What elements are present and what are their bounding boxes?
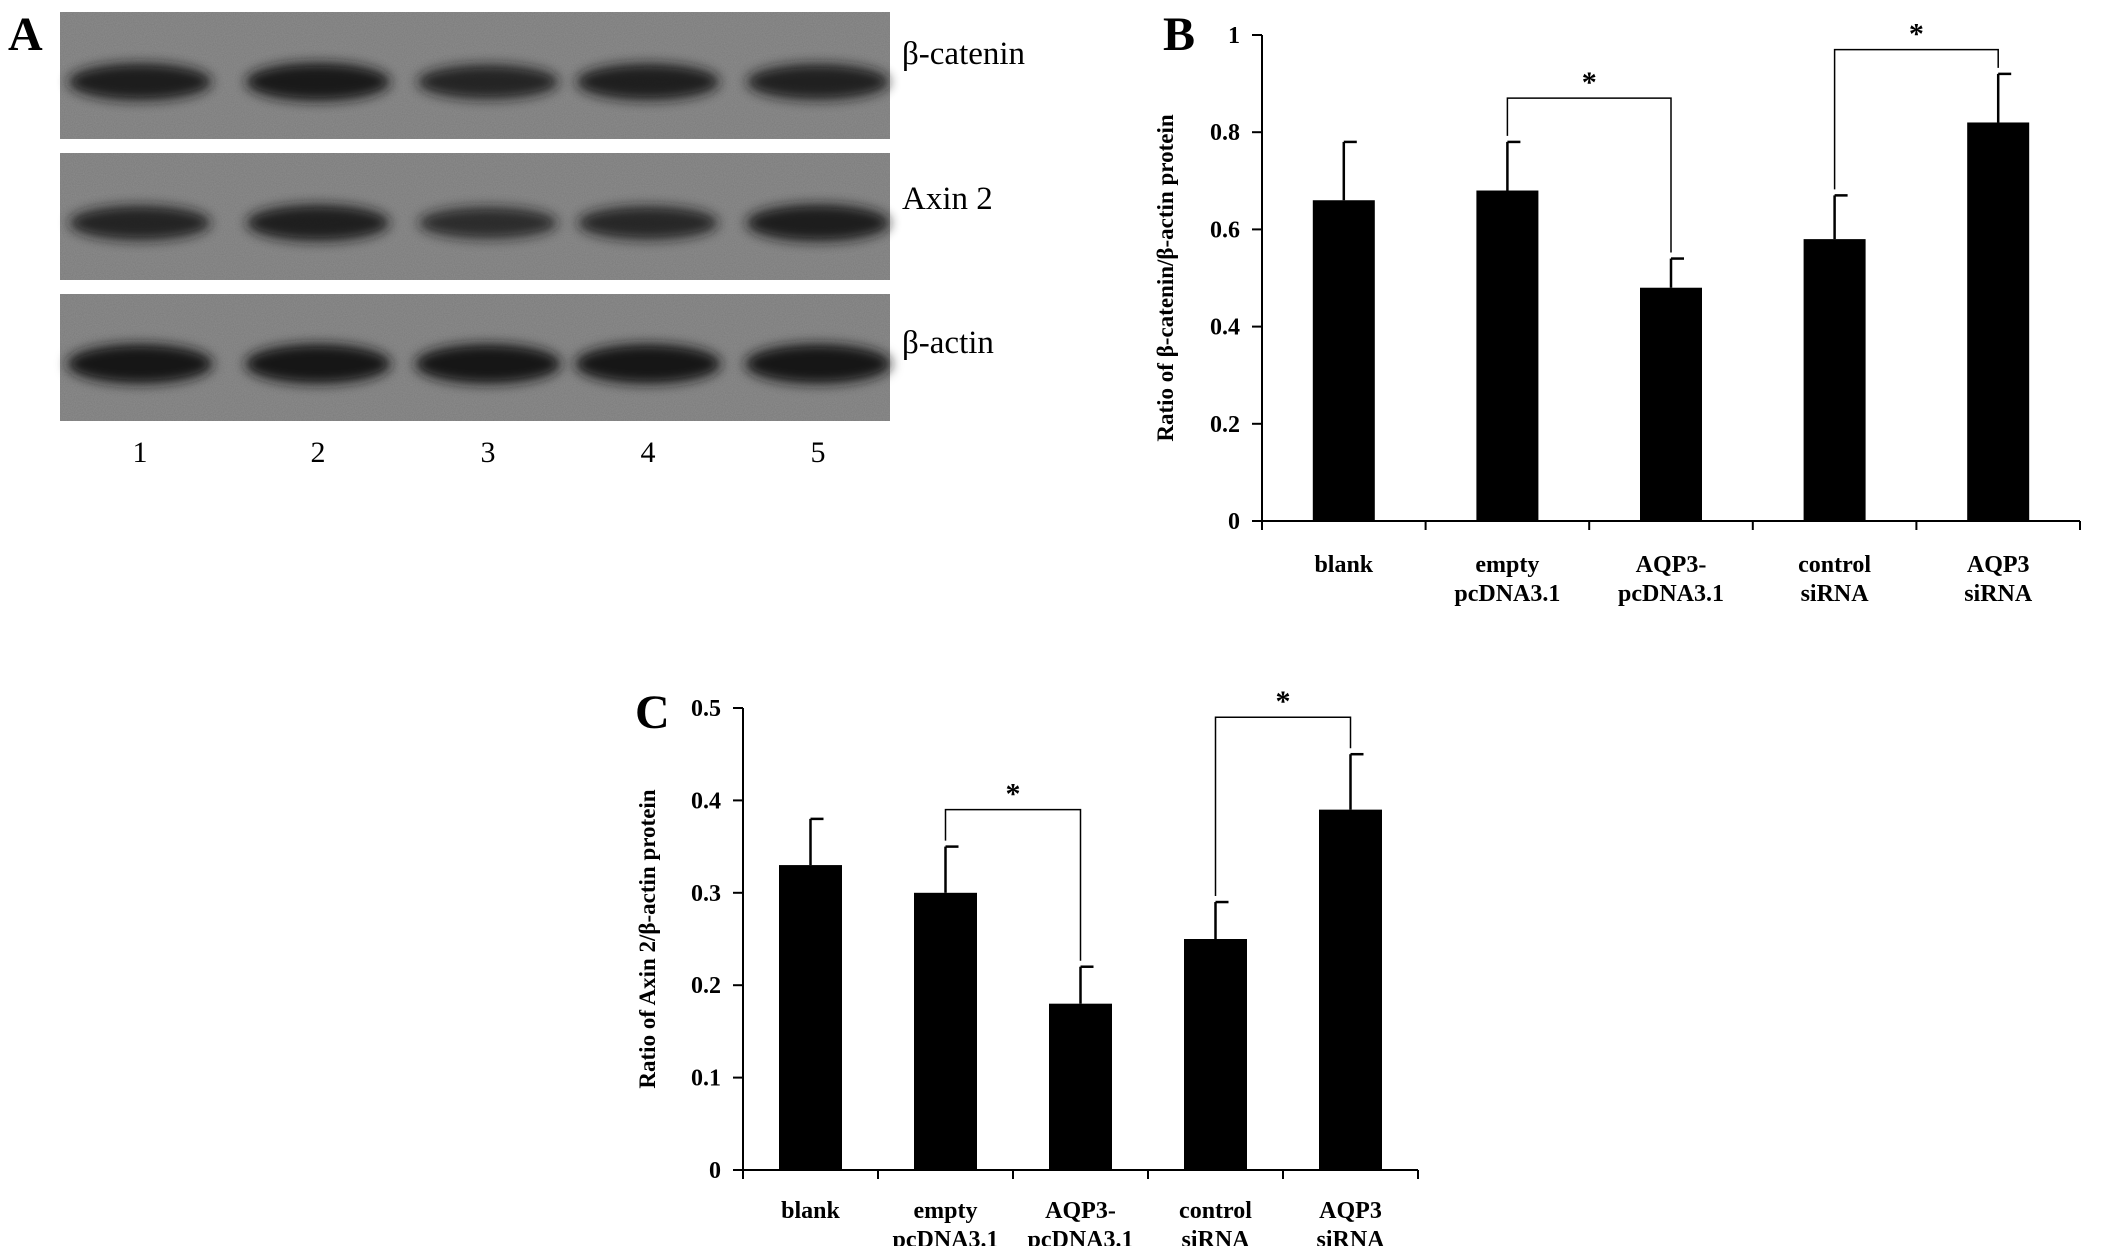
significance-marker: * <box>1006 778 1021 811</box>
significance-marker: * <box>1276 685 1291 718</box>
blot-band <box>745 343 891 384</box>
blot-band <box>245 343 391 384</box>
blot-band <box>69 205 211 241</box>
category-label: empty pcDNA3.1 <box>1454 552 1560 607</box>
axin2-bar-chart: C 0 0.1 0.2 0.3 0.4 0.5 Ratio of Axin 2/β-acti… <box>635 685 1419 1246</box>
bar <box>1476 190 1539 521</box>
panel-a-letter: A <box>8 8 43 61</box>
blot-band <box>418 206 558 239</box>
significance-marker: * <box>1909 18 1924 51</box>
blot-band <box>575 343 721 384</box>
blot-band <box>246 204 390 242</box>
significance-bracket <box>944 808 1082 961</box>
y-tick-label: 0.5 <box>691 696 721 722</box>
y-tick-label: 1 <box>1228 23 1240 49</box>
y-tick-label: 0.6 <box>1210 217 1240 243</box>
band-label: β-catenin <box>902 36 1025 72</box>
bar <box>1640 287 1702 521</box>
bar <box>1049 1003 1112 1170</box>
category-label: control siRNA <box>1798 552 1871 607</box>
y-tick-label: 0.8 <box>1210 120 1240 146</box>
bar <box>1184 939 1247 1170</box>
blot-band <box>746 204 890 242</box>
lane-label: 1 <box>133 436 148 469</box>
significance-bracket <box>1833 48 1999 190</box>
blot-band <box>417 64 559 100</box>
category-label: AQP3-pcDNA3.1 <box>1028 1198 1134 1246</box>
blot-band <box>68 63 212 101</box>
blot-band <box>577 206 719 240</box>
category-label: AQP3 siRNA <box>1316 1198 1385 1246</box>
panel-c-letter: C <box>635 686 670 739</box>
band-label: β-actin <box>902 325 994 361</box>
bar <box>1967 122 2030 521</box>
category-label: control siRNA <box>1179 1198 1252 1246</box>
bar <box>779 865 842 1170</box>
y-tick-label: 0 <box>709 1158 721 1184</box>
western-blot-panel: A β-catenin Axin 2 β-actin 1 2 3 4 5 <box>8 8 1025 469</box>
category-label: blank <box>781 1198 840 1224</box>
blot-strip: β-catenin <box>60 12 1025 139</box>
y-tick-label: 0.1 <box>691 1066 721 1092</box>
y-tick-label: 0.2 <box>1210 412 1240 438</box>
blot-band <box>576 63 720 101</box>
bar <box>914 892 977 1170</box>
band-label: Axin 2 <box>902 181 993 217</box>
blot-strip: Axin 2 <box>60 153 993 280</box>
blot-band <box>746 63 890 100</box>
bar <box>1312 200 1375 522</box>
blot-band <box>67 343 213 384</box>
category-label: AQP3 siRNA <box>1964 552 2033 607</box>
lane-label: 3 <box>481 436 496 469</box>
y-axis-title: Ratio of β-catenin/β-actin protein <box>1153 114 1178 441</box>
panel-b-letter: B <box>1163 8 1195 61</box>
bar <box>1319 809 1382 1170</box>
significance-bracket <box>1214 716 1352 897</box>
y-tick-label: 0.2 <box>691 973 721 999</box>
y-axis-title: Ratio of Axin 2/β-actin protein <box>635 789 660 1088</box>
lane-label: 2 <box>311 436 326 469</box>
category-label: blank <box>1314 552 1373 578</box>
beta-catenin-bar-chart: B 0 0.2 0.4 0.6 0.8 1 Ratio of β-catenin/β-act… <box>1153 8 2081 607</box>
category-label: AQP3-pcDNA3.1 <box>1618 552 1724 607</box>
y-tick-label: 0.3 <box>691 881 721 907</box>
bar <box>1803 239 1866 521</box>
significance-marker: * <box>1582 66 1597 99</box>
y-tick-label: 0 <box>1228 509 1240 535</box>
blot-band <box>245 62 391 102</box>
blot-band <box>415 343 561 384</box>
lane-label: 4 <box>641 436 656 469</box>
y-tick-label: 0.4 <box>1210 315 1240 341</box>
y-tick-label: 0.4 <box>691 788 721 814</box>
significance-bracket <box>1506 97 1672 253</box>
lane-label: 5 <box>811 436 826 469</box>
category-label: empty pcDNA3.1 <box>893 1198 999 1246</box>
blot-strip: β-actin <box>60 294 994 421</box>
